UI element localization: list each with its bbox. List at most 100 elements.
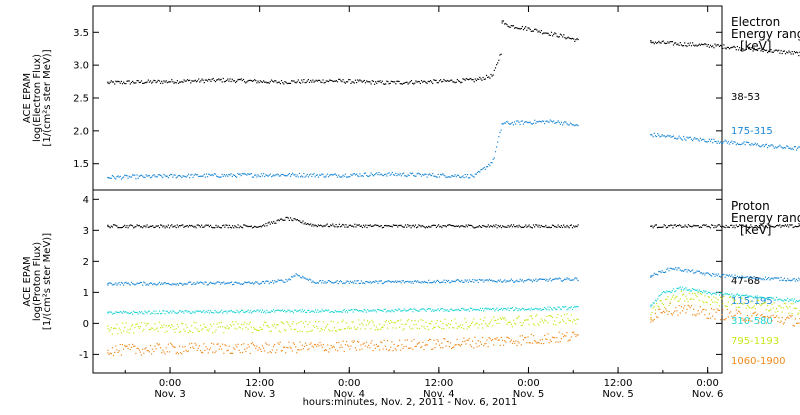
data-point xyxy=(111,284,113,286)
data-point xyxy=(654,309,657,311)
data-point xyxy=(146,312,148,314)
data-point xyxy=(441,174,443,176)
data-point xyxy=(765,297,768,299)
data-point xyxy=(409,224,411,227)
data-point xyxy=(226,79,228,82)
data-point xyxy=(317,79,320,81)
data-point xyxy=(114,351,116,353)
data-point xyxy=(350,327,352,329)
data-point xyxy=(390,173,392,175)
data-point xyxy=(440,79,442,81)
data-point xyxy=(348,176,350,178)
data-point xyxy=(658,134,660,136)
data-point xyxy=(549,277,551,280)
data-point xyxy=(725,293,727,295)
data-point xyxy=(308,278,311,280)
data-point xyxy=(780,307,782,309)
data-point xyxy=(235,344,237,346)
data-point xyxy=(176,351,178,353)
data-point xyxy=(151,225,153,227)
data-point xyxy=(420,319,422,321)
data-point xyxy=(227,78,229,80)
data-point xyxy=(218,78,220,80)
data-point xyxy=(157,330,159,332)
data-point xyxy=(300,276,302,279)
data-point xyxy=(781,300,783,302)
data-point xyxy=(540,342,542,345)
data-point xyxy=(350,345,352,347)
data-point xyxy=(700,293,703,295)
data-point xyxy=(361,322,363,324)
data-point xyxy=(257,174,259,176)
data-point xyxy=(423,280,425,283)
data-point xyxy=(790,280,792,282)
data-point xyxy=(196,174,199,176)
data-point xyxy=(139,175,141,177)
data-point xyxy=(203,283,205,285)
data-point xyxy=(210,80,212,82)
legend-title-line: Electron xyxy=(731,15,780,29)
data-point xyxy=(158,321,161,323)
data-point xyxy=(651,311,653,314)
data-point xyxy=(737,225,740,227)
data-point xyxy=(265,81,267,83)
data-point xyxy=(194,283,196,285)
data-point xyxy=(289,326,291,328)
data-point xyxy=(546,309,548,311)
data-point xyxy=(249,352,251,355)
data-point xyxy=(406,175,408,178)
data-point xyxy=(124,326,126,329)
data-point xyxy=(220,282,223,284)
data-point xyxy=(282,346,285,348)
data-point xyxy=(128,313,130,315)
data-point xyxy=(693,44,695,46)
data-point xyxy=(470,77,472,80)
data-point xyxy=(306,311,308,314)
data-point xyxy=(142,312,144,314)
data-point xyxy=(298,275,301,277)
data-point xyxy=(242,309,244,311)
data-point xyxy=(741,317,743,319)
data-point xyxy=(208,226,210,228)
data-point xyxy=(256,345,258,347)
data-point xyxy=(727,141,729,143)
data-point xyxy=(735,277,737,279)
data-point xyxy=(212,312,214,314)
data-point xyxy=(683,270,685,272)
data-point xyxy=(114,83,116,85)
data-point xyxy=(716,275,718,277)
data-point xyxy=(532,224,535,226)
data-point xyxy=(173,328,175,331)
data-point xyxy=(700,139,703,141)
data-point xyxy=(121,344,124,346)
data-point xyxy=(120,354,122,356)
data-point xyxy=(398,80,400,83)
data-point xyxy=(782,147,784,149)
data-point xyxy=(353,309,355,311)
data-point xyxy=(310,223,312,225)
data-point xyxy=(160,347,162,349)
data-point xyxy=(350,225,353,227)
data-point xyxy=(245,326,247,328)
data-point xyxy=(760,50,762,52)
data-point xyxy=(193,282,195,284)
data-point xyxy=(448,346,450,348)
data-point xyxy=(112,312,115,314)
data-point xyxy=(755,49,757,51)
data-point xyxy=(359,282,361,284)
data-point xyxy=(730,141,732,143)
data-point xyxy=(773,147,775,149)
data-point xyxy=(201,329,203,331)
data-point xyxy=(772,314,774,316)
data-point xyxy=(173,225,175,228)
data-point xyxy=(734,299,736,301)
data-point xyxy=(286,321,288,323)
data-point xyxy=(364,309,366,311)
data-point xyxy=(289,175,292,177)
data-point xyxy=(759,277,761,279)
data-point xyxy=(685,225,687,228)
data-point xyxy=(438,326,441,329)
data-point xyxy=(174,312,176,314)
data-point xyxy=(220,227,223,229)
data-point xyxy=(446,224,449,226)
